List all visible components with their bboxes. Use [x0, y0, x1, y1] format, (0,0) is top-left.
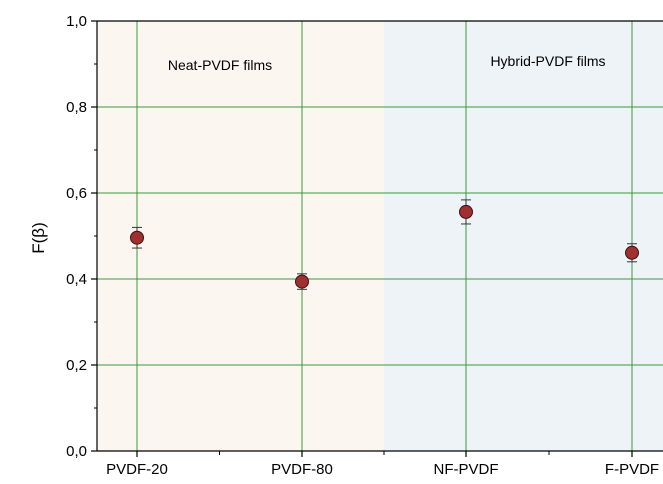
background-regions [97, 21, 663, 451]
y-tick-label: 0,2 [66, 357, 87, 374]
x-tick-label: PVDF-80 [271, 461, 333, 478]
region-labels: Neat-PVDF films Hybrid-PVDF films [168, 53, 606, 73]
data-point [625, 245, 639, 260]
y-tick-label: 0,0 [66, 443, 87, 460]
data-point [459, 204, 473, 219]
x-tick-label: PVDF-20 [106, 461, 168, 478]
y-tick-label: 1,0 [66, 13, 87, 30]
region-label: Neat-PVDF films [168, 57, 272, 73]
data-points [130, 199, 639, 290]
region-label: Hybrid-PVDF films [490, 53, 605, 69]
data-point [295, 274, 309, 289]
y-tick-label: 0,8 [66, 99, 87, 116]
x-tick-label: NF-PVDF [434, 461, 499, 478]
y-tick-label: 0,4 [66, 271, 87, 288]
y-tick-label: 0,6 [66, 185, 87, 202]
x-tick-label: F-PVDF [605, 461, 659, 478]
data-point [130, 230, 144, 245]
axes: 0,0 0,2 0,4 0,6 0,8 1,0 PVDF-20 PVDF-80 NF-PVDF F… [66, 13, 663, 478]
y-axis-label: F(β) [29, 222, 48, 254]
region-background [97, 21, 384, 451]
region-background [384, 21, 663, 451]
